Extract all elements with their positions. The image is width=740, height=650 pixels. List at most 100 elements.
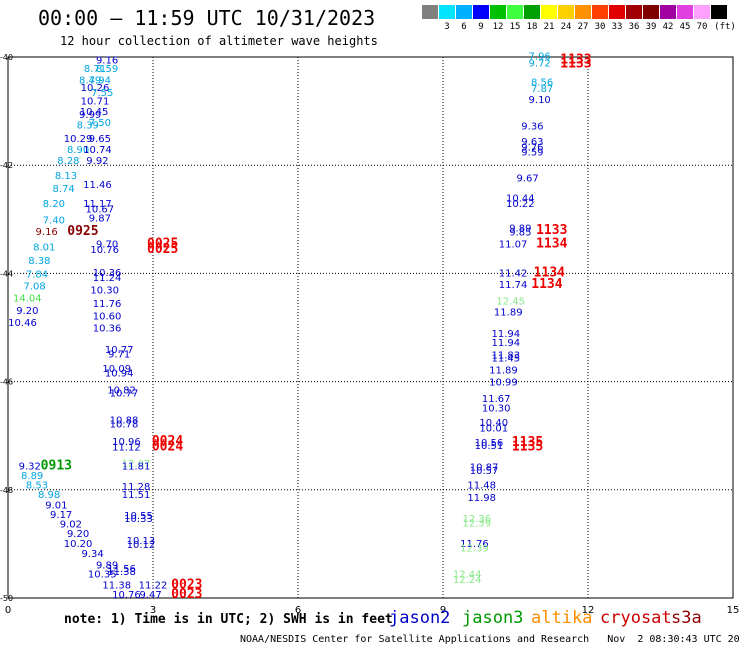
wave-height-point: 10.13 bbox=[127, 536, 156, 547]
color-scale-label: 30 bbox=[594, 22, 606, 32]
wave-height-point: 12.44 bbox=[453, 570, 482, 581]
y-tick-label: -42 bbox=[0, 161, 13, 170]
y-tick-label: -44 bbox=[0, 269, 13, 278]
wave-height-point: 11.56 bbox=[107, 564, 136, 575]
x-tick-label: 3 bbox=[150, 605, 156, 616]
color-scale-label: 70 bbox=[696, 22, 708, 32]
wave-height-point: 11.89 bbox=[489, 366, 518, 377]
wave-height-point: 8.71 bbox=[84, 64, 106, 75]
time-stamp-label: 1134 bbox=[531, 277, 562, 292]
wave-height-point: 8.89 bbox=[21, 471, 43, 482]
color-scale-swatch bbox=[490, 5, 506, 19]
time-stamp-label: 0925 bbox=[67, 224, 98, 239]
color-scale-label: 3 bbox=[444, 22, 450, 32]
wave-height-point: 14.04 bbox=[13, 294, 42, 305]
time-stamp-label: 0025 bbox=[147, 242, 178, 257]
wave-height-point: 11.17 bbox=[83, 199, 112, 210]
wave-height-point: 11.94 bbox=[492, 329, 521, 340]
wave-height-point: 9.65 bbox=[89, 134, 111, 145]
wave-height-point: 9.01 bbox=[45, 500, 67, 511]
wave-height-point: 9.85 bbox=[509, 228, 531, 239]
wave-height-point: 12.39 bbox=[463, 518, 492, 529]
color-scale-swatch bbox=[541, 5, 557, 19]
time-stamp-label: 1135 bbox=[512, 440, 543, 455]
legend-s3a: s3a bbox=[671, 608, 702, 628]
wave-height-point: 7.87 bbox=[531, 84, 553, 95]
wave-height-point: 10.77 bbox=[110, 388, 139, 399]
legend-jason2: jason2 bbox=[389, 608, 451, 628]
color-scale-swatch bbox=[694, 5, 710, 19]
wave-height-point: 7.50 bbox=[89, 118, 111, 129]
wave-height-point: 9.92 bbox=[86, 156, 108, 167]
wave-height-point: 7.40 bbox=[43, 215, 65, 226]
wave-height-point: 10.36 bbox=[93, 324, 122, 335]
footer-credit: NOAA/NESDIS Center for Satellite Applica… bbox=[240, 634, 740, 645]
time-stamp-label: 0024 bbox=[152, 440, 183, 455]
color-scale-label: 36 bbox=[628, 22, 640, 32]
wave-height-point: 10.82 bbox=[107, 386, 136, 397]
time-stamp-label: 0024 bbox=[152, 434, 183, 449]
time-stamp-label: 1133 bbox=[560, 56, 591, 71]
y-tick-label: -40 bbox=[0, 53, 13, 62]
wave-height-point: 9.20 bbox=[67, 529, 89, 540]
wave-height-point: 11.24 bbox=[93, 273, 122, 284]
wave-height-point: 10.88 bbox=[110, 415, 139, 426]
wave-height-point: 8.01 bbox=[33, 242, 55, 253]
wave-height-point: 9.02 bbox=[60, 519, 82, 530]
wave-height-point: 10.46 bbox=[8, 318, 37, 329]
wave-height-point: 8.39 bbox=[77, 121, 99, 132]
color-scale-label: 24 bbox=[560, 22, 572, 32]
wave-height-point: 11.76 bbox=[460, 539, 489, 550]
wave-height-point: 10.22 bbox=[506, 199, 535, 210]
wave-height-point: 9.89 bbox=[96, 560, 118, 571]
x-tick-label: 9 bbox=[440, 605, 446, 616]
color-scale-swatch bbox=[643, 5, 659, 19]
wave-height-point: 10.45 bbox=[80, 107, 109, 118]
time-stamp-label: 0023 bbox=[171, 577, 202, 592]
wave-height-point: 9.10 bbox=[529, 95, 551, 106]
time-stamp-label: 0913 bbox=[41, 458, 72, 473]
wave-height-point: 11.98 bbox=[467, 493, 496, 504]
x-tick-label: 12 bbox=[582, 605, 595, 616]
wave-height-point: 11.38 bbox=[107, 567, 136, 578]
wave-height-point: 10.77 bbox=[105, 345, 134, 356]
x-tick-label: 0 bbox=[5, 605, 11, 616]
color-scale-label: 33 bbox=[611, 22, 623, 32]
wave-height-point: 9.16 bbox=[36, 227, 58, 238]
y-tick-label: -50 bbox=[0, 594, 13, 603]
wave-height-point: 9.76 bbox=[521, 142, 543, 153]
wave-height-point: 10.94 bbox=[105, 368, 134, 379]
wave-height-point: 10.44 bbox=[506, 194, 535, 205]
wave-height-point: 11.22 bbox=[139, 580, 168, 591]
wave-height-point: 11.51 bbox=[122, 490, 151, 501]
wave-height-point: 8.38 bbox=[28, 256, 50, 267]
color-scale-swatch bbox=[507, 5, 523, 19]
wave-height-point: 10.60 bbox=[93, 312, 122, 323]
color-scale-swatch bbox=[626, 5, 642, 19]
wave-height-point: 9.67 bbox=[516, 174, 538, 185]
wave-height-point: 9.99 bbox=[79, 110, 101, 121]
wave-height-point: 10.56 bbox=[475, 438, 504, 449]
wave-height-point: 11.74 bbox=[499, 280, 528, 291]
wave-height-point: 8.20 bbox=[43, 199, 65, 210]
x-tick-label: 6 bbox=[295, 605, 301, 616]
wave-height-point: 9.32 bbox=[19, 461, 41, 472]
wave-height-point: 9.16 bbox=[96, 56, 118, 67]
color-scale-label: 9 bbox=[478, 22, 484, 32]
wave-height-point: 9.36 bbox=[521, 122, 543, 133]
color-scale-unit: (ft) bbox=[714, 22, 736, 32]
wave-height-point: 10.71 bbox=[81, 96, 110, 107]
y-tick-label: -48 bbox=[0, 486, 13, 495]
color-scale-swatch bbox=[592, 5, 608, 19]
wave-height-point: 8.49 bbox=[79, 76, 101, 87]
wave-height-point: 10.96 bbox=[112, 437, 141, 448]
wave-height-point: 10.30 bbox=[90, 286, 119, 297]
color-scale-swatch bbox=[609, 5, 625, 19]
wave-height-point: 11.83 bbox=[492, 351, 521, 362]
wave-height-point: 11.48 bbox=[467, 480, 496, 491]
wave-height-point: 11.67 bbox=[482, 394, 511, 405]
chart-title: 00:00 – 11:59 UTC 10/31/2023 bbox=[38, 6, 376, 30]
color-scale-swatch bbox=[575, 5, 591, 19]
time-units-note: note: 1) Time is in UTC; 2) SWH is in fe… bbox=[64, 612, 393, 627]
wave-height-point: 11.46 bbox=[83, 180, 112, 191]
